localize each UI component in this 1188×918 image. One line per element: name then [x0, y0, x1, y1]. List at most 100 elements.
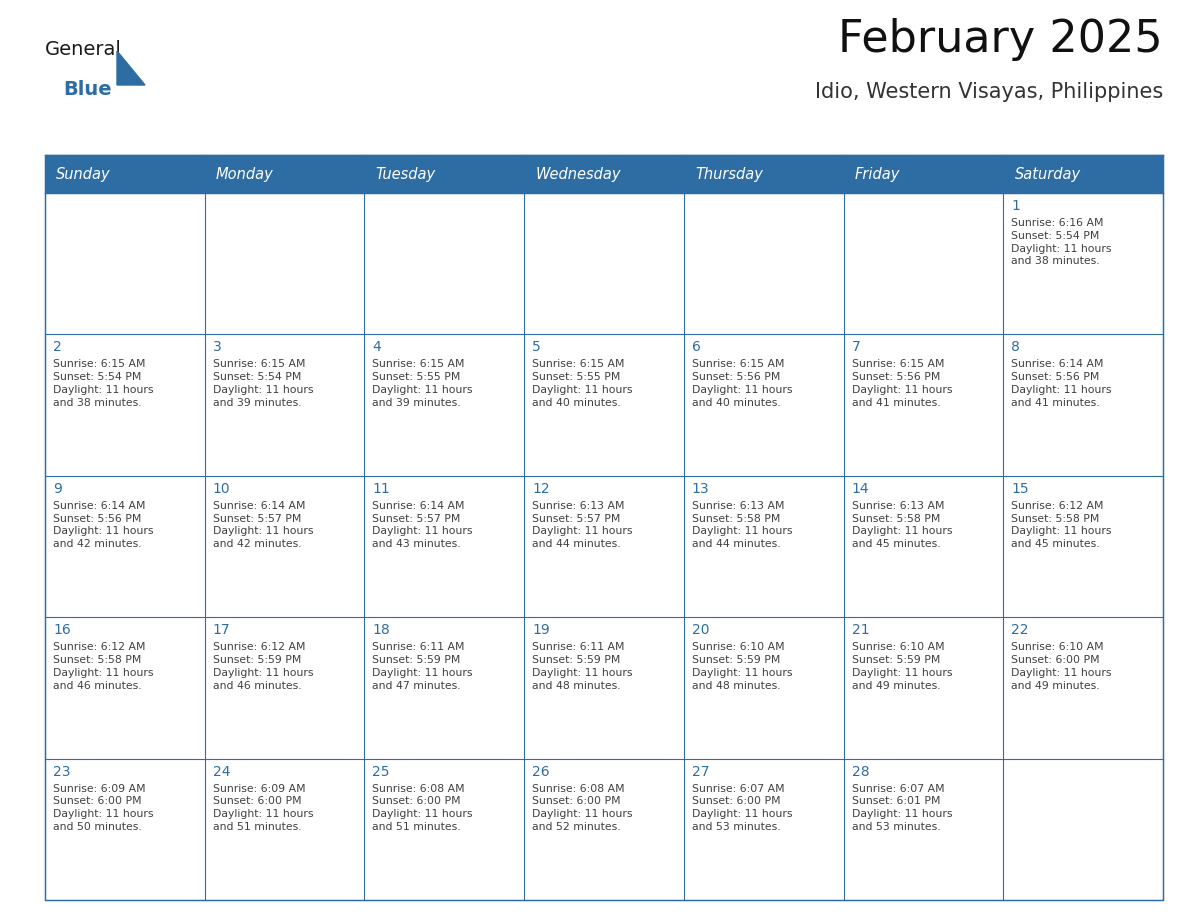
Text: Sunrise: 6:11 AM
Sunset: 5:59 PM
Daylight: 11 hours
and 47 minutes.: Sunrise: 6:11 AM Sunset: 5:59 PM Dayligh…: [372, 643, 473, 690]
Text: 20: 20: [691, 623, 709, 637]
Text: 24: 24: [213, 765, 230, 778]
Text: Sunrise: 6:14 AM
Sunset: 5:57 PM
Daylight: 11 hours
and 43 minutes.: Sunrise: 6:14 AM Sunset: 5:57 PM Dayligh…: [372, 501, 473, 549]
Bar: [524, 617, 684, 758]
Text: 17: 17: [213, 623, 230, 637]
Bar: [524, 193, 684, 334]
Bar: [204, 193, 365, 334]
Text: Sunrise: 6:14 AM
Sunset: 5:57 PM
Daylight: 11 hours
and 42 minutes.: Sunrise: 6:14 AM Sunset: 5:57 PM Dayligh…: [213, 501, 314, 549]
Bar: [684, 617, 843, 758]
Text: Sunrise: 6:10 AM
Sunset: 5:59 PM
Daylight: 11 hours
and 48 minutes.: Sunrise: 6:10 AM Sunset: 5:59 PM Dayligh…: [691, 643, 792, 690]
Text: Sunrise: 6:16 AM
Sunset: 5:54 PM
Daylight: 11 hours
and 38 minutes.: Sunrise: 6:16 AM Sunset: 5:54 PM Dayligh…: [1011, 218, 1112, 266]
Text: Sunrise: 6:15 AM
Sunset: 5:56 PM
Daylight: 11 hours
and 41 minutes.: Sunrise: 6:15 AM Sunset: 5:56 PM Dayligh…: [852, 360, 952, 408]
Bar: [524, 476, 684, 617]
Bar: [843, 758, 1004, 900]
Bar: [1004, 334, 1163, 476]
Bar: [45, 617, 204, 758]
Text: Friday: Friday: [854, 166, 901, 182]
Text: Sunrise: 6:15 AM
Sunset: 5:54 PM
Daylight: 11 hours
and 39 minutes.: Sunrise: 6:15 AM Sunset: 5:54 PM Dayligh…: [213, 360, 314, 408]
Bar: [684, 758, 843, 900]
Text: 14: 14: [852, 482, 870, 496]
Bar: [1004, 617, 1163, 758]
Bar: [684, 476, 843, 617]
Bar: [1004, 758, 1163, 900]
Bar: [843, 617, 1004, 758]
Text: Sunday: Sunday: [56, 166, 110, 182]
Text: 23: 23: [53, 765, 70, 778]
Text: Sunrise: 6:14 AM
Sunset: 5:56 PM
Daylight: 11 hours
and 41 minutes.: Sunrise: 6:14 AM Sunset: 5:56 PM Dayligh…: [1011, 360, 1112, 408]
Bar: [45, 155, 1163, 900]
Text: Sunrise: 6:14 AM
Sunset: 5:56 PM
Daylight: 11 hours
and 42 minutes.: Sunrise: 6:14 AM Sunset: 5:56 PM Dayligh…: [53, 501, 153, 549]
Text: Sunrise: 6:10 AM
Sunset: 6:00 PM
Daylight: 11 hours
and 49 minutes.: Sunrise: 6:10 AM Sunset: 6:00 PM Dayligh…: [1011, 643, 1112, 690]
Text: Sunrise: 6:12 AM
Sunset: 5:59 PM
Daylight: 11 hours
and 46 minutes.: Sunrise: 6:12 AM Sunset: 5:59 PM Dayligh…: [213, 643, 314, 690]
Text: February 2025: February 2025: [839, 18, 1163, 61]
Text: 15: 15: [1011, 482, 1029, 496]
Bar: [684, 193, 843, 334]
Text: Sunrise: 6:12 AM
Sunset: 5:58 PM
Daylight: 11 hours
and 45 minutes.: Sunrise: 6:12 AM Sunset: 5:58 PM Dayligh…: [1011, 501, 1112, 549]
Bar: [365, 617, 524, 758]
Bar: [684, 155, 843, 193]
Text: 26: 26: [532, 765, 550, 778]
Text: Sunrise: 6:15 AM
Sunset: 5:55 PM
Daylight: 11 hours
and 39 minutes.: Sunrise: 6:15 AM Sunset: 5:55 PM Dayligh…: [372, 360, 473, 408]
Text: Blue: Blue: [63, 80, 112, 99]
Bar: [365, 758, 524, 900]
Text: 22: 22: [1011, 623, 1029, 637]
Bar: [524, 758, 684, 900]
Text: General: General: [45, 40, 122, 59]
Text: 11: 11: [372, 482, 390, 496]
Text: Sunrise: 6:13 AM
Sunset: 5:57 PM
Daylight: 11 hours
and 44 minutes.: Sunrise: 6:13 AM Sunset: 5:57 PM Dayligh…: [532, 501, 633, 549]
Text: 28: 28: [852, 765, 870, 778]
Bar: [45, 334, 204, 476]
Text: Sunrise: 6:13 AM
Sunset: 5:58 PM
Daylight: 11 hours
and 44 minutes.: Sunrise: 6:13 AM Sunset: 5:58 PM Dayligh…: [691, 501, 792, 549]
Text: 27: 27: [691, 765, 709, 778]
Text: Sunrise: 6:09 AM
Sunset: 6:00 PM
Daylight: 11 hours
and 51 minutes.: Sunrise: 6:09 AM Sunset: 6:00 PM Dayligh…: [213, 784, 314, 832]
Bar: [684, 334, 843, 476]
Bar: [45, 476, 204, 617]
Bar: [1004, 193, 1163, 334]
Text: Sunrise: 6:11 AM
Sunset: 5:59 PM
Daylight: 11 hours
and 48 minutes.: Sunrise: 6:11 AM Sunset: 5:59 PM Dayligh…: [532, 643, 633, 690]
Bar: [1004, 476, 1163, 617]
Bar: [204, 155, 365, 193]
Text: Monday: Monday: [216, 166, 273, 182]
Bar: [45, 193, 204, 334]
Text: 9: 9: [53, 482, 62, 496]
Bar: [843, 334, 1004, 476]
Bar: [843, 193, 1004, 334]
Text: Sunrise: 6:12 AM
Sunset: 5:58 PM
Daylight: 11 hours
and 46 minutes.: Sunrise: 6:12 AM Sunset: 5:58 PM Dayligh…: [53, 643, 153, 690]
Text: Saturday: Saturday: [1015, 166, 1081, 182]
Text: Sunrise: 6:08 AM
Sunset: 6:00 PM
Daylight: 11 hours
and 51 minutes.: Sunrise: 6:08 AM Sunset: 6:00 PM Dayligh…: [372, 784, 473, 832]
Text: Sunrise: 6:15 AM
Sunset: 5:54 PM
Daylight: 11 hours
and 38 minutes.: Sunrise: 6:15 AM Sunset: 5:54 PM Dayligh…: [53, 360, 153, 408]
Bar: [524, 155, 684, 193]
Bar: [204, 476, 365, 617]
Bar: [204, 334, 365, 476]
Text: 18: 18: [372, 623, 390, 637]
Text: 12: 12: [532, 482, 550, 496]
Bar: [365, 155, 524, 193]
Text: Sunrise: 6:13 AM
Sunset: 5:58 PM
Daylight: 11 hours
and 45 minutes.: Sunrise: 6:13 AM Sunset: 5:58 PM Dayligh…: [852, 501, 952, 549]
Bar: [45, 758, 204, 900]
Bar: [45, 155, 204, 193]
Text: Sunrise: 6:15 AM
Sunset: 5:56 PM
Daylight: 11 hours
and 40 minutes.: Sunrise: 6:15 AM Sunset: 5:56 PM Dayligh…: [691, 360, 792, 408]
Text: Sunrise: 6:07 AM
Sunset: 6:00 PM
Daylight: 11 hours
and 53 minutes.: Sunrise: 6:07 AM Sunset: 6:00 PM Dayligh…: [691, 784, 792, 832]
Polygon shape: [116, 51, 145, 85]
Bar: [843, 476, 1004, 617]
Text: 13: 13: [691, 482, 709, 496]
Text: Tuesday: Tuesday: [375, 166, 436, 182]
Bar: [204, 617, 365, 758]
Text: 5: 5: [532, 341, 541, 354]
Text: 6: 6: [691, 341, 701, 354]
Text: 19: 19: [532, 623, 550, 637]
Text: 2: 2: [53, 341, 62, 354]
Text: Idio, Western Visayas, Philippines: Idio, Western Visayas, Philippines: [815, 82, 1163, 102]
Bar: [365, 334, 524, 476]
Text: Thursday: Thursday: [695, 166, 763, 182]
Text: Sunrise: 6:10 AM
Sunset: 5:59 PM
Daylight: 11 hours
and 49 minutes.: Sunrise: 6:10 AM Sunset: 5:59 PM Dayligh…: [852, 643, 952, 690]
Bar: [1004, 155, 1163, 193]
Text: Sunrise: 6:07 AM
Sunset: 6:01 PM
Daylight: 11 hours
and 53 minutes.: Sunrise: 6:07 AM Sunset: 6:01 PM Dayligh…: [852, 784, 952, 832]
Text: 10: 10: [213, 482, 230, 496]
Text: 1: 1: [1011, 199, 1020, 213]
Text: Sunrise: 6:08 AM
Sunset: 6:00 PM
Daylight: 11 hours
and 52 minutes.: Sunrise: 6:08 AM Sunset: 6:00 PM Dayligh…: [532, 784, 633, 832]
Text: 8: 8: [1011, 341, 1020, 354]
Text: 21: 21: [852, 623, 870, 637]
Text: 16: 16: [53, 623, 71, 637]
Bar: [365, 193, 524, 334]
